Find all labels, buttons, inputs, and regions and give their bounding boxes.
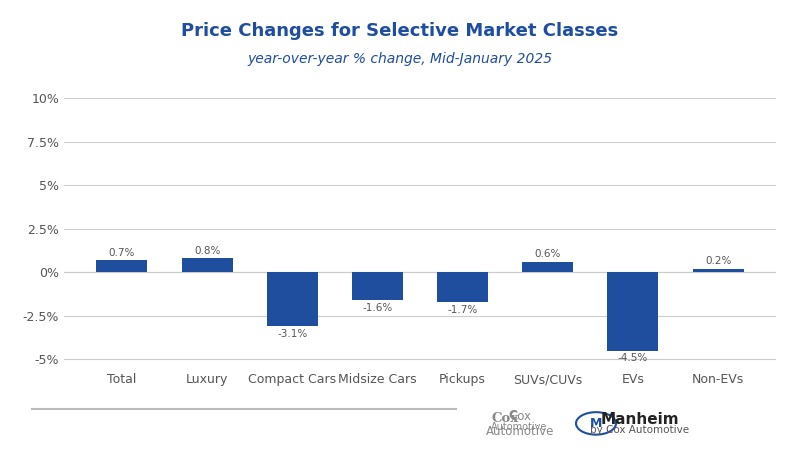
Text: -1.7%: -1.7%	[447, 304, 478, 315]
Text: C: C	[508, 409, 517, 422]
Text: by Cox Automotive: by Cox Automotive	[590, 425, 690, 435]
Text: Cox: Cox	[491, 412, 518, 425]
Text: Automotive: Automotive	[491, 423, 547, 432]
Text: 0.8%: 0.8%	[194, 246, 220, 256]
Text: M: M	[590, 417, 602, 430]
Bar	[607, 273, 658, 351]
Bar	[96, 260, 147, 273]
Bar	[352, 273, 403, 300]
Bar	[437, 273, 488, 302]
Bar	[522, 262, 574, 273]
Text: 0.2%: 0.2%	[705, 256, 731, 266]
Text: -4.5%: -4.5%	[618, 353, 648, 363]
Bar	[266, 273, 318, 326]
Bar	[693, 269, 744, 273]
Text: -3.1%: -3.1%	[277, 329, 307, 339]
Text: year-over-year % change, Mid-January 2025: year-over-year % change, Mid-January 202…	[247, 52, 553, 66]
Text: 0.7%: 0.7%	[109, 247, 135, 258]
Text: Manheim: Manheim	[601, 412, 679, 427]
Bar	[182, 259, 233, 273]
Text: Price Changes for Selective Market Classes: Price Changes for Selective Market Class…	[182, 22, 618, 40]
Text: -1.6%: -1.6%	[362, 303, 393, 313]
Text: Cox
Automotive: Cox Automotive	[486, 410, 554, 438]
Text: 0.6%: 0.6%	[534, 249, 561, 260]
